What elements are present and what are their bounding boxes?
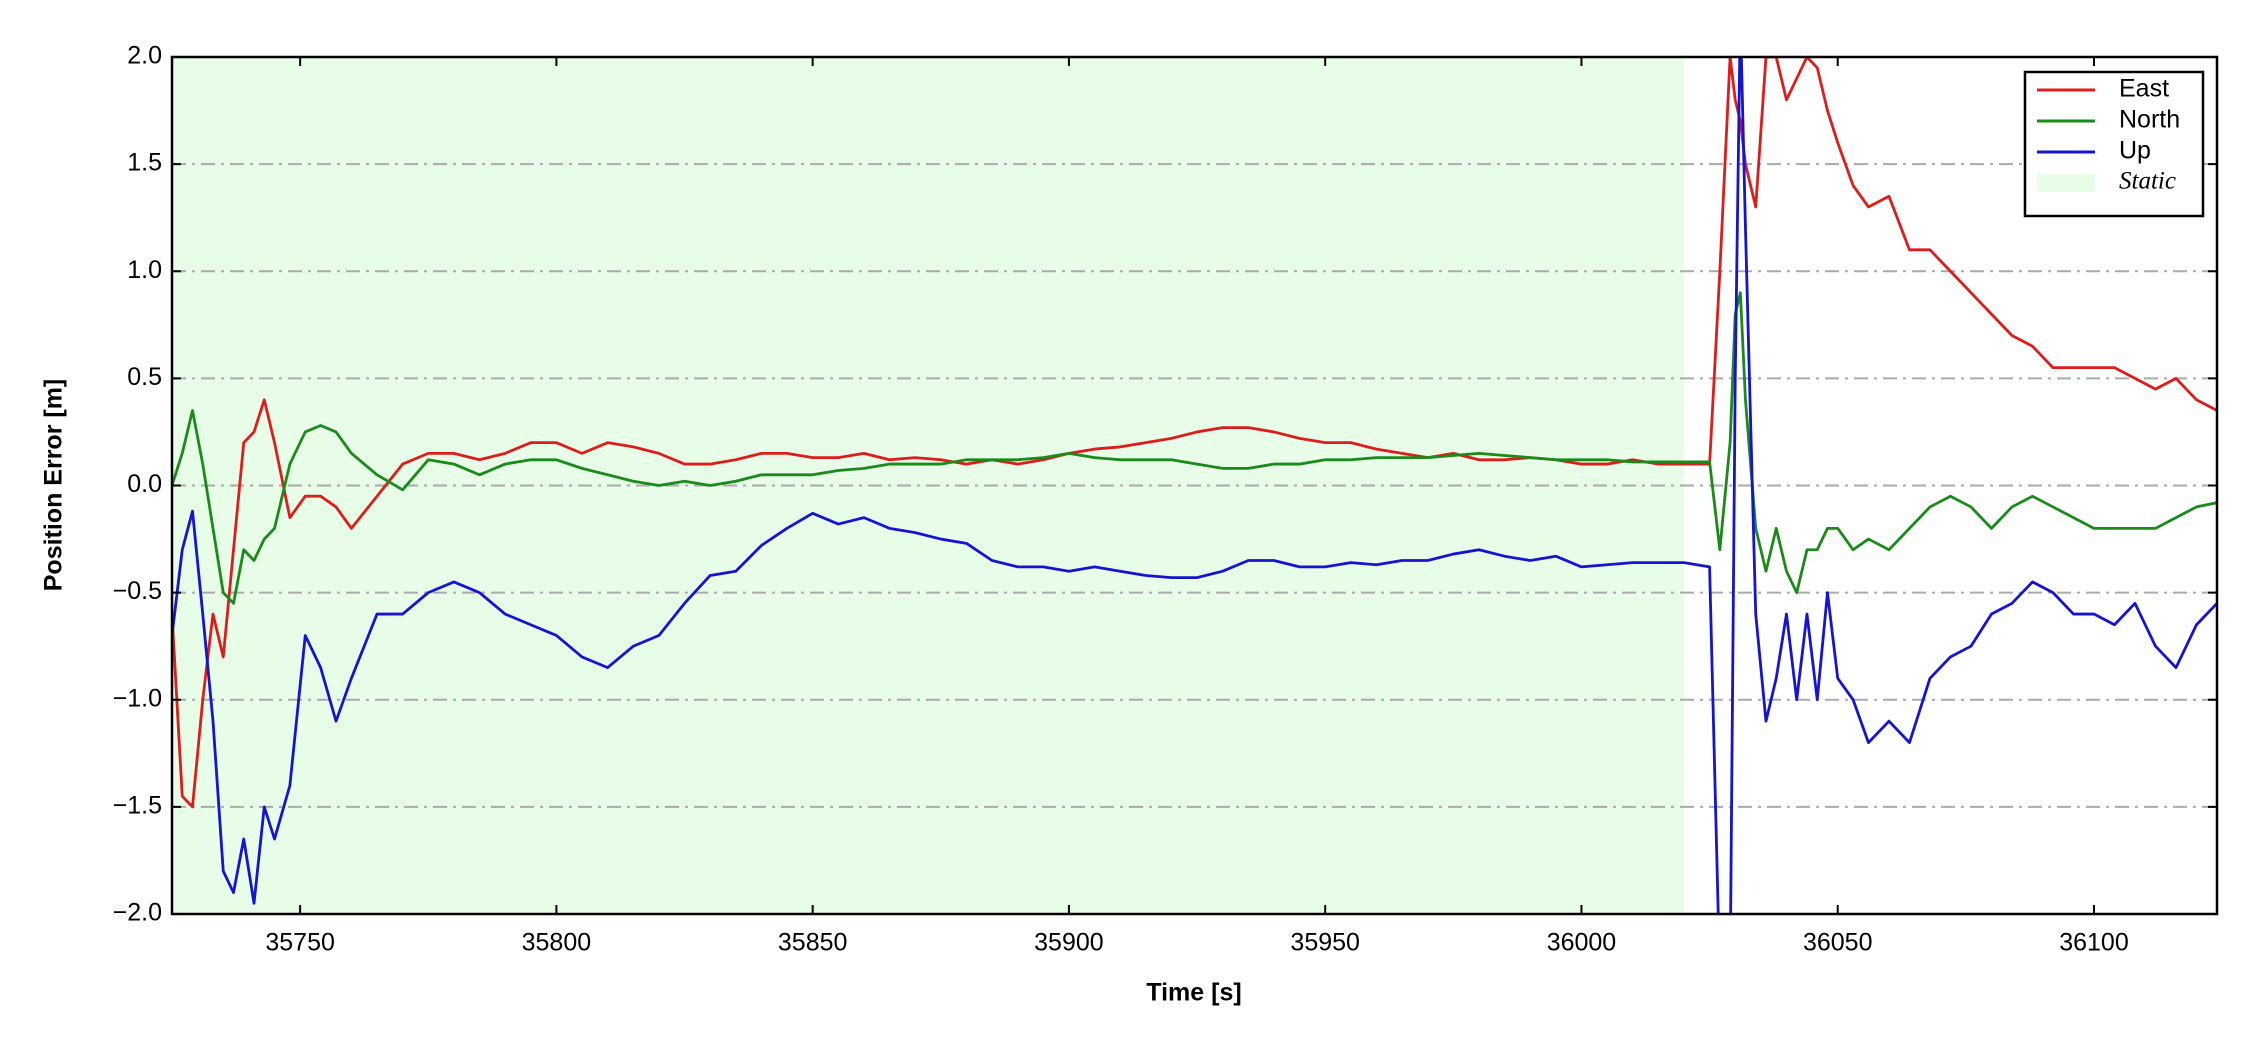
lines [172,57,2217,914]
legend-label: North [2119,106,2180,134]
legend-box [2023,70,2205,218]
y-tick-label: −2.0 [113,899,162,927]
legend: East North Up Static [2023,70,2205,218]
series-line [172,291,2217,605]
y-tick-label: −1.5 [113,791,162,819]
y-tick-label: −1.0 [113,684,162,712]
y-tick-label: 0.5 [127,363,162,391]
y-tick-label: 2.0 [127,42,162,70]
x-tick-label: 36000 [1547,929,1617,957]
legend-label: Static [2119,168,2176,195]
y-tick-label: 1.5 [127,149,162,177]
axes: −2.0 −1.5 −1.0 −0.5 0.0 0.5 1.0 1.5 2.0 35750 3580… [113,42,2217,957]
x-tick-label: 35750 [265,929,335,957]
legend-swatch [2037,174,2095,192]
x-tick-label: 36100 [2059,929,2129,957]
y-tick-label: 0.0 [127,470,162,498]
x-tick-label: 35900 [1034,929,1104,957]
series-line [172,57,2217,809]
y-tick-label: 1.0 [127,256,162,284]
legend-label: Up [2119,137,2151,165]
x-tick-label: 36050 [1803,929,1873,957]
legend-label: East [2119,75,2169,103]
y-axis-label: Position Error [m] [40,379,68,592]
x-axis-label: Time [s] [1146,979,1241,1007]
x-tick-label: 35850 [778,929,848,957]
x-tick-label: 35950 [1290,929,1360,957]
x-tick-label: 35800 [522,929,592,957]
series-line [172,57,2217,914]
y-tick-label: −0.5 [113,577,162,605]
